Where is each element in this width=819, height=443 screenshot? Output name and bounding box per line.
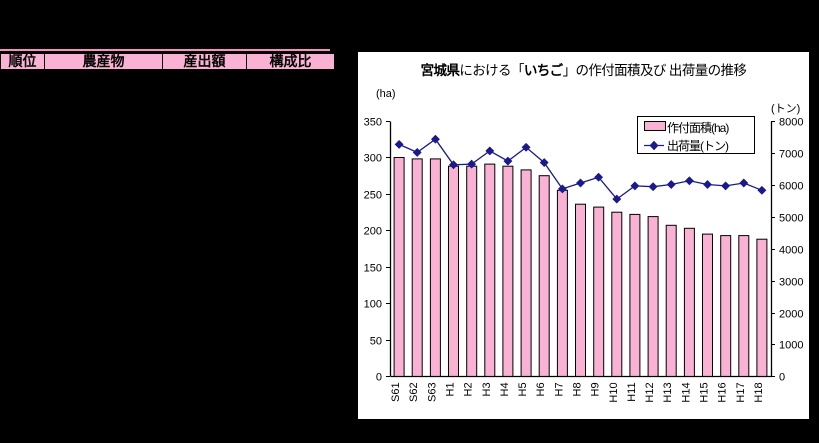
svg-text:H16: H16 bbox=[717, 382, 729, 402]
svg-text:H14: H14 bbox=[680, 382, 692, 402]
svg-text:3000: 3000 bbox=[779, 277, 803, 289]
svg-text:50: 50 bbox=[370, 336, 382, 348]
svg-text:5000: 5000 bbox=[779, 213, 803, 225]
svg-text:H17: H17 bbox=[735, 382, 747, 402]
svg-text:H7: H7 bbox=[553, 382, 565, 396]
svg-text:H1: H1 bbox=[445, 382, 457, 396]
svg-text:S63: S63 bbox=[426, 382, 438, 402]
svg-text:150: 150 bbox=[364, 263, 382, 275]
svg-text:250: 250 bbox=[364, 190, 382, 202]
svg-text:8000: 8000 bbox=[779, 117, 803, 129]
svg-text:H8: H8 bbox=[572, 382, 584, 396]
svg-text:300: 300 bbox=[364, 153, 382, 165]
svg-text:350: 350 bbox=[364, 117, 382, 129]
svg-text:H18: H18 bbox=[753, 382, 765, 402]
svg-text:H13: H13 bbox=[662, 382, 674, 402]
svg-text:H12: H12 bbox=[644, 382, 656, 402]
svg-text:H2: H2 bbox=[463, 382, 475, 396]
svg-text:200: 200 bbox=[364, 226, 382, 238]
svg-text:H11: H11 bbox=[626, 382, 638, 401]
svg-text:1000: 1000 bbox=[779, 340, 803, 352]
svg-text:100: 100 bbox=[364, 299, 382, 311]
svg-text:2000: 2000 bbox=[779, 309, 803, 321]
svg-text:S61: S61 bbox=[390, 382, 402, 402]
svg-text:0: 0 bbox=[376, 372, 382, 384]
svg-text:H15: H15 bbox=[699, 382, 711, 402]
svg-text:S62: S62 bbox=[408, 382, 420, 402]
svg-text:H6: H6 bbox=[535, 382, 547, 396]
svg-text:H5: H5 bbox=[517, 382, 529, 396]
svg-text:0: 0 bbox=[779, 372, 785, 384]
svg-text:H3: H3 bbox=[481, 382, 493, 396]
svg-text:H10: H10 bbox=[608, 382, 620, 402]
svg-text:4000: 4000 bbox=[779, 245, 803, 257]
svg-text:H4: H4 bbox=[499, 382, 511, 396]
svg-text:6000: 6000 bbox=[779, 181, 803, 193]
svg-text:H9: H9 bbox=[590, 382, 602, 396]
svg-text:7000: 7000 bbox=[779, 149, 803, 161]
